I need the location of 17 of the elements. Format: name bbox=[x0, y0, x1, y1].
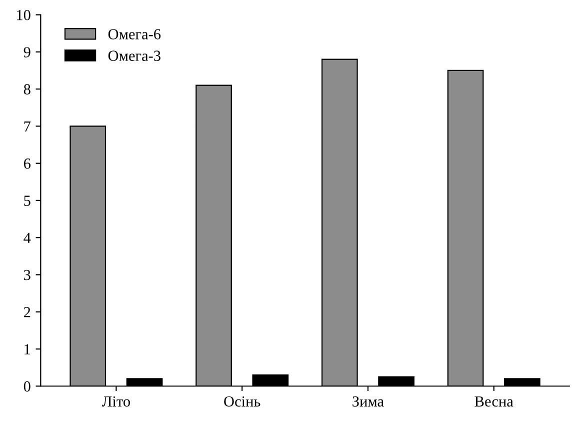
legend-label: Омега-3 bbox=[108, 50, 160, 61]
y-tick-label: 5 bbox=[24, 196, 30, 206]
y-tick-label: 6 bbox=[24, 158, 30, 169]
y-tick-label: 0 bbox=[24, 381, 30, 392]
legend-label: Омега-6 bbox=[108, 29, 161, 40]
y-tick-label: 8 bbox=[24, 84, 30, 94]
y-tick-label: 9 bbox=[24, 47, 30, 58]
y-tick-label: 1 bbox=[24, 344, 30, 354]
y-tick-label: 4 bbox=[24, 232, 31, 243]
x-tick-label: Літо bbox=[102, 396, 130, 407]
y-tick-label: 10 bbox=[17, 10, 30, 20]
y-tick-label: 2 bbox=[24, 307, 30, 318]
x-tick-label: Весна bbox=[474, 396, 514, 407]
y-tick-label: 3 bbox=[24, 270, 30, 280]
x-tick-label: Осінь bbox=[224, 396, 260, 407]
x-tick-label: Зима bbox=[352, 396, 384, 407]
y-tick-label: 7 bbox=[24, 121, 31, 132]
